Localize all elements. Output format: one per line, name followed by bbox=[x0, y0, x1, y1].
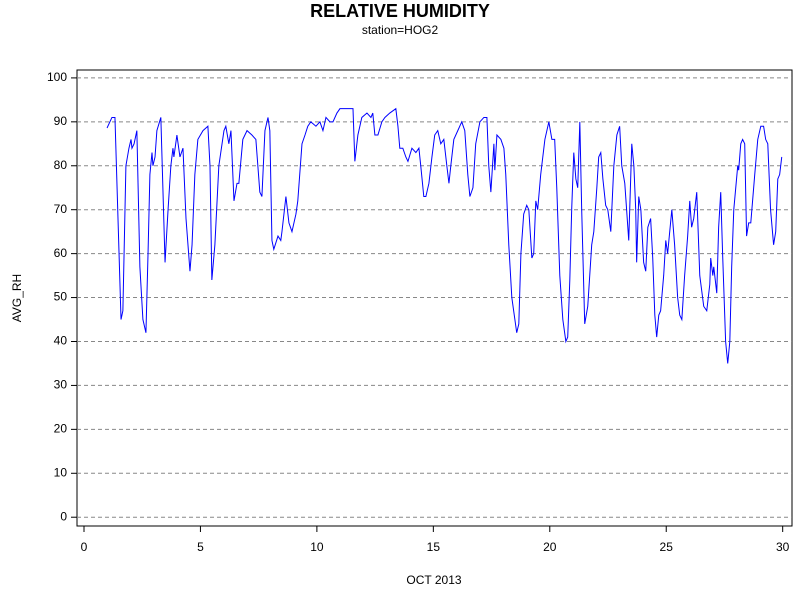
x-tick-label: 0 bbox=[81, 540, 88, 554]
y-tick-label: 40 bbox=[54, 334, 68, 348]
y-tick-label: 60 bbox=[54, 246, 68, 260]
x-tick-label: 15 bbox=[427, 540, 441, 554]
y-tick-label: 10 bbox=[54, 465, 68, 479]
y-tick-label: 80 bbox=[54, 158, 68, 172]
y-tick-label: 70 bbox=[54, 202, 68, 216]
x-tick-label: 30 bbox=[776, 540, 790, 554]
chart-title: RELATIVE HUMIDITY bbox=[310, 1, 490, 21]
x-axis-label: OCT 2013 bbox=[406, 573, 461, 587]
x-tick-label: 5 bbox=[197, 540, 204, 554]
y-tick-label: 20 bbox=[54, 422, 68, 436]
x-tick-label: 25 bbox=[660, 540, 674, 554]
data-line bbox=[106, 107, 783, 364]
x-tick-label: 10 bbox=[310, 540, 324, 554]
x-tick-label: 20 bbox=[543, 540, 557, 554]
y-axis-label: AVG_RH bbox=[10, 274, 24, 322]
y-tick-label: 50 bbox=[54, 290, 68, 304]
y-tick-label: 0 bbox=[60, 509, 67, 523]
chart-subtitle: station=HOG2 bbox=[362, 23, 439, 37]
y-tick-label: 90 bbox=[54, 114, 68, 128]
y-tick-label: 100 bbox=[47, 70, 67, 84]
y-tick-label: 30 bbox=[54, 378, 68, 392]
